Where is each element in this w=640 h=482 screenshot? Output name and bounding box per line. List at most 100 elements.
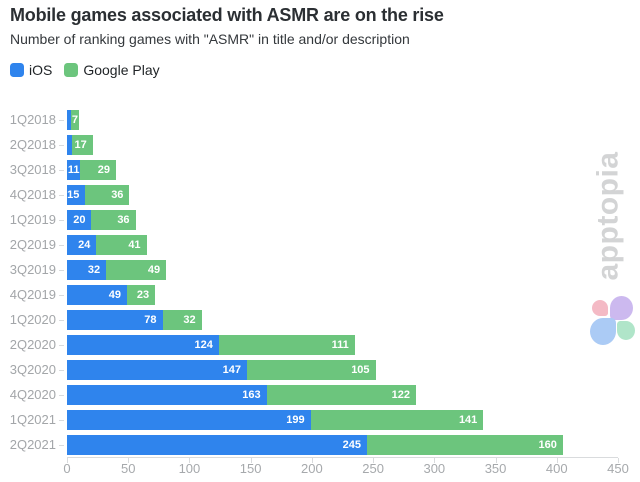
legend-item-google-play: Google Play (64, 62, 160, 78)
y-axis-label-3Q2019: 3Q2019 (9, 262, 56, 277)
x-tick-mark (189, 458, 191, 463)
value-label: 122 (391, 389, 410, 401)
x-tick-mark (128, 458, 130, 463)
value-label: 24 (78, 239, 91, 251)
y-tick-mark (59, 420, 64, 421)
bar-segment-ios-2Q2020: 124 (67, 335, 219, 355)
bar-segment-ios-2Q2019: 24 (67, 235, 97, 255)
x-axis-label-150: 150 (239, 461, 262, 476)
bar-row-2Q2020: 124 111 (67, 335, 355, 355)
y-axis-label-4Q2018: 4Q2018 (9, 187, 56, 202)
y-tick-mark (59, 320, 64, 321)
google-play-swatch-icon (64, 63, 79, 77)
legend-label-google-play: Google Play (83, 62, 160, 78)
ios-swatch-icon (10, 63, 24, 77)
bar-segment-ios-3Q2019: 32 (67, 260, 107, 280)
bar-segment-google-play-3Q2020: 105 (246, 360, 376, 380)
value-label: 199 (286, 414, 305, 426)
bar-segment-ios-4Q2018: 15 (67, 185, 86, 205)
value-label: 29 (97, 164, 110, 176)
value-label: 49 (147, 264, 161, 276)
bar-row-1Q2018: 7 (67, 110, 80, 130)
bar-segment-google-play-1Q2021: 141 (310, 410, 484, 430)
y-axis-label-1Q2020: 1Q2020 (9, 312, 56, 327)
x-tick-mark (311, 458, 313, 463)
y-axis-label-1Q2018: 1Q2018 (9, 112, 56, 127)
value-label: 7 (71, 114, 79, 126)
value-label: 124 (194, 339, 213, 351)
x-tick-mark (250, 458, 252, 463)
x-axis-label-50: 50 (120, 461, 136, 476)
value-label: 78 (144, 314, 157, 326)
value-label: 49 (108, 289, 121, 301)
page-title: Mobile games associated with ASMR are on… (10, 5, 444, 25)
bar-segment-ios-1Q2019: 20 (67, 210, 92, 230)
bar-row-2Q2019: 24 41 (67, 235, 147, 255)
bar-segment-ios-2Q2021: 245 (67, 435, 367, 455)
value-label: 163 (242, 389, 261, 401)
bar-segment-google-play-1Q2019: 36 (91, 210, 136, 230)
bar-row-1Q2021: 199 141 (67, 410, 484, 430)
y-axis-label-1Q2021: 1Q2021 (9, 412, 56, 427)
bar-segment-google-play-4Q2018: 36 (85, 185, 130, 205)
bar-segment-google-play-4Q2020: 122 (266, 385, 416, 405)
page-subtitle: Number of ranking games with "ASMR" in t… (10, 31, 410, 47)
y-axis-label-2Q2021: 2Q2021 (9, 437, 56, 452)
bar-row-1Q2019: 20 36 (67, 210, 136, 230)
y-tick-mark (59, 245, 64, 246)
bar-segment-google-play-2Q2019: 41 (96, 235, 147, 255)
bar-segment-google-play-2Q2021: 160 (366, 435, 563, 455)
y-axis-label-2Q2020: 2Q2020 (9, 337, 56, 352)
bar-row-3Q2020: 147 105 (67, 360, 376, 380)
bar-segment-google-play-3Q2019: 49 (106, 260, 167, 280)
y-tick-mark (59, 345, 64, 346)
x-tick-mark (67, 458, 68, 463)
x-tick-mark (495, 458, 497, 463)
bar-segment-ios-3Q2020: 147 (67, 360, 247, 380)
value-label: 147 (222, 364, 241, 376)
bar-segment-ios-1Q2021: 199 (67, 410, 311, 430)
bar-row-2Q2018: 17 (67, 135, 93, 155)
y-tick-mark (59, 395, 64, 396)
apptopia-logo-icon (590, 294, 638, 348)
y-tick-mark (59, 220, 64, 221)
value-label: 15 (67, 189, 80, 201)
x-axis-label-350: 350 (484, 461, 507, 476)
value-label: 11 (67, 164, 80, 176)
y-axis-label-1Q2019: 1Q2019 (9, 212, 56, 227)
value-label: 160 (538, 439, 557, 451)
logo-petal-pink (592, 300, 608, 316)
y-tick-mark (59, 195, 64, 196)
value-label: 17 (74, 139, 87, 151)
y-axis-label-4Q2020: 4Q2020 (9, 387, 56, 402)
value-label: 245 (342, 439, 361, 451)
x-axis-label-0: 0 (63, 461, 71, 476)
bar-segment-google-play-2Q2018: 17 (71, 135, 93, 155)
y-tick-mark (59, 170, 64, 171)
y-axis-label-2Q2018: 2Q2018 (9, 137, 56, 152)
y-tick-mark (59, 145, 64, 146)
bar-row-3Q2018: 11 29 (67, 160, 116, 180)
y-tick-mark (59, 295, 64, 296)
x-axis-line (67, 457, 618, 458)
y-tick-mark (59, 120, 64, 121)
y-tick-mark (59, 270, 64, 271)
bar-segment-google-play-1Q2020: 32 (162, 310, 202, 330)
bar-row-4Q2018: 15 36 (67, 185, 130, 205)
x-axis-label-300: 300 (423, 461, 446, 476)
logo-petal-blue (590, 318, 616, 345)
bar-row-4Q2020: 163 122 (67, 385, 416, 405)
x-tick-mark (373, 458, 375, 463)
bar-row-1Q2020: 78 32 (67, 310, 202, 330)
value-label: 41 (128, 239, 141, 251)
x-axis-label-200: 200 (301, 461, 323, 476)
y-tick-mark (59, 445, 64, 446)
x-axis-label-250: 250 (362, 461, 384, 476)
logo-petal-lavender (610, 296, 633, 320)
value-label: 111 (331, 339, 349, 351)
legend-label-ios: iOS (29, 62, 53, 78)
y-axis-label-3Q2018: 3Q2018 (9, 162, 56, 177)
bar-row-3Q2019: 32 49 (67, 260, 167, 280)
bar-segment-ios-3Q2018: 11 (67, 160, 81, 180)
